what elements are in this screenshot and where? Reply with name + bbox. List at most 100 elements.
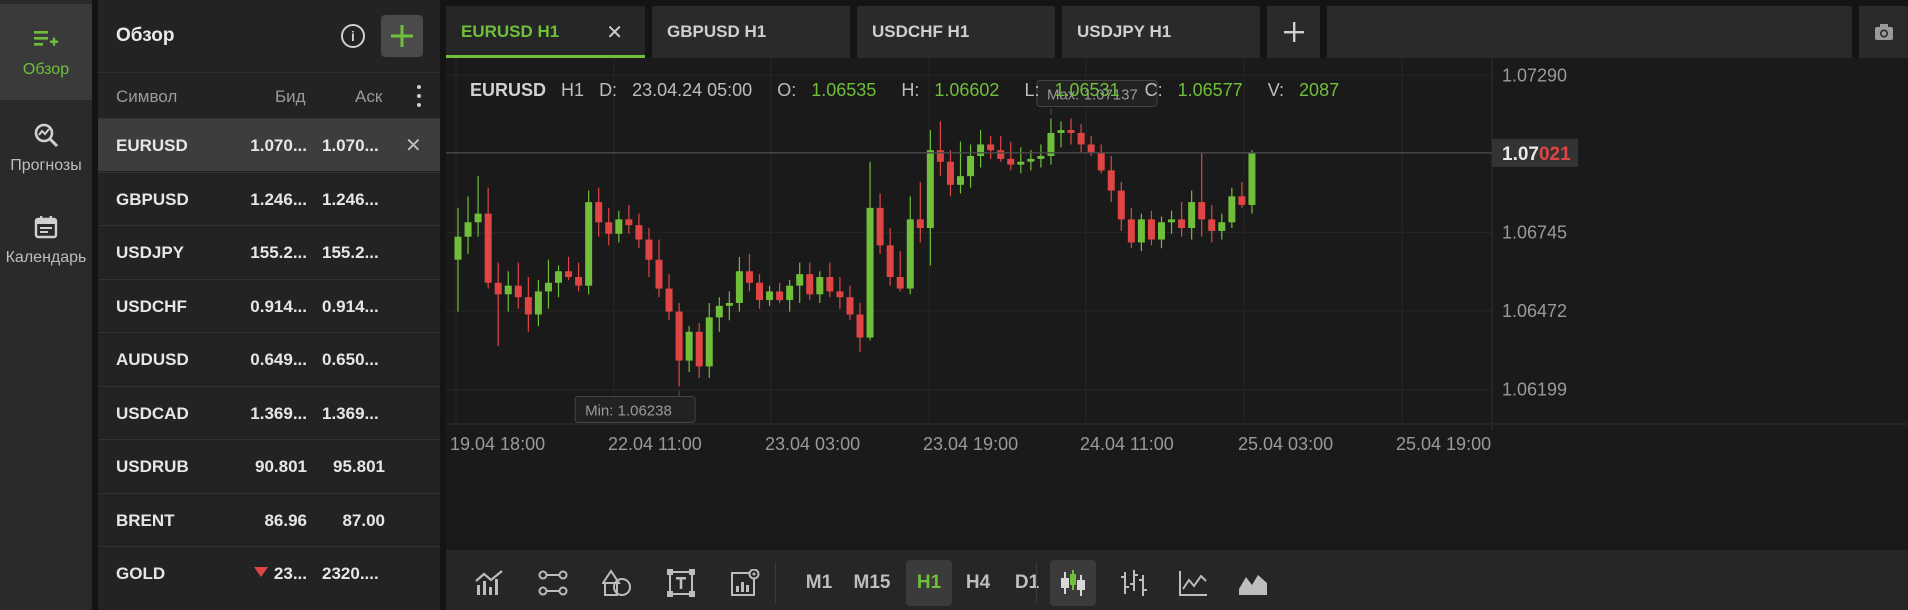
close-tab-icon[interactable]: ✕ bbox=[606, 22, 623, 44]
row-bid: 86.96 bbox=[264, 511, 307, 531]
candle-body bbox=[625, 219, 633, 226]
row-symbol: USDJPY bbox=[116, 243, 185, 262]
candle-body bbox=[595, 202, 603, 223]
candle-body bbox=[715, 305, 723, 318]
row-ask: 1.070... bbox=[322, 136, 379, 155]
shapes-tool-button[interactable] bbox=[594, 560, 640, 606]
timeframe-d1-button[interactable]: D1 bbox=[1014, 572, 1040, 593]
row-bid: 90.801 bbox=[255, 457, 307, 477]
candle-body bbox=[886, 245, 894, 278]
add-symbol-button[interactable] bbox=[381, 15, 423, 57]
row-bid-value: 23... bbox=[273, 564, 307, 583]
bars-chart-type-button[interactable] bbox=[1110, 560, 1156, 606]
row-bid: 1.246... bbox=[250, 190, 307, 210]
row-bid: 23... bbox=[253, 564, 307, 584]
new-tab-button[interactable] bbox=[1267, 6, 1320, 58]
trendline-tool-button[interactable] bbox=[530, 560, 576, 606]
candle-body bbox=[936, 150, 944, 162]
watchlist-row-usdchf[interactable]: USDCHF 0.914... 0.914... bbox=[98, 278, 440, 332]
nav-item-calendar[interactable]: Календарь bbox=[0, 192, 92, 288]
candle-body bbox=[575, 277, 583, 286]
ohlc-bars-icon bbox=[1121, 570, 1147, 596]
candle-body bbox=[1107, 170, 1115, 191]
chart-settings-button[interactable] bbox=[722, 560, 768, 606]
remove-symbol-icon[interactable]: ✕ bbox=[405, 135, 422, 157]
candle-body bbox=[756, 282, 763, 301]
shapes-icon bbox=[602, 569, 631, 596]
indicators-icon bbox=[475, 570, 503, 595]
row-bid-value: 0.914... bbox=[250, 296, 307, 316]
x-tick-label: 23.04 19:00 bbox=[923, 434, 1018, 454]
candle-body bbox=[655, 259, 663, 289]
nav-item-overview[interactable]: Обзор bbox=[0, 4, 92, 100]
nav-label-overview: Обзор bbox=[22, 61, 70, 78]
candlestick-chart[interactable]: 1.07021 1.07290 1.06745 1.06472 1.06199 19.04… bbox=[446, 58, 1908, 550]
watchlist-row-gbpusd[interactable]: GBPUSD 1.246... 1.246... bbox=[98, 171, 440, 225]
candle-body bbox=[1127, 219, 1135, 243]
tab-usdjpy-h1[interactable]: USDJPY H1 bbox=[1062, 6, 1260, 58]
tab-eurusd-h1[interactable]: EURUSD H1 ✕ bbox=[446, 6, 645, 58]
info-icon[interactable]: i bbox=[341, 24, 365, 48]
y-tick-label: 1.07290 bbox=[1502, 65, 1567, 85]
min-label-box bbox=[574, 396, 696, 424]
x-tick-label: 19.04 18:00 bbox=[450, 434, 545, 454]
row-symbol: BRENT bbox=[116, 510, 175, 530]
chart-settings-icon bbox=[731, 569, 760, 596]
text-tool-button[interactable] bbox=[658, 560, 704, 606]
candle-body bbox=[916, 219, 924, 229]
tab-gbpusd-h1[interactable]: GBPUSD H1 bbox=[652, 6, 850, 58]
watchlist-row-brent[interactable]: BRENT 86.96 87.00 bbox=[98, 492, 440, 546]
watchlist-row-eurusd[interactable]: EURUSD 1.070... 1.070... ✕ bbox=[98, 118, 440, 171]
timeframe-m15-button[interactable]: M15 bbox=[853, 572, 891, 593]
nav-item-forecasts[interactable]: Прогнозы bbox=[0, 100, 92, 196]
candle-body bbox=[454, 236, 462, 260]
ohlc-low-label: L: bbox=[1024, 80, 1040, 100]
area-chart-type-button[interactable] bbox=[1230, 560, 1276, 606]
column-ask: Аск bbox=[355, 87, 383, 106]
candle-body bbox=[1047, 132, 1055, 156]
calendar-icon bbox=[32, 213, 60, 241]
timeframe-h4-button[interactable]: H4 bbox=[965, 572, 991, 593]
timeframe-m1-button[interactable]: M1 bbox=[805, 572, 833, 593]
toolbar-divider bbox=[775, 562, 776, 604]
column-symbol: Символ bbox=[116, 87, 178, 106]
nav-label-forecasts: Прогнозы bbox=[10, 157, 82, 174]
text-box-icon bbox=[667, 569, 695, 597]
tab-usdchf-h1[interactable]: USDCHF H1 bbox=[857, 6, 1055, 58]
candle-body bbox=[1248, 153, 1256, 205]
current-price-badge bbox=[1492, 138, 1578, 167]
candles-chart-type-button[interactable] bbox=[1050, 560, 1096, 606]
price-chart[interactable]: 1.07021 1.07290 1.06745 1.06472 1.06199 19.04… bbox=[446, 58, 1908, 550]
current-price-label: 1.07021 bbox=[1502, 144, 1571, 165]
forecast-search-icon bbox=[32, 121, 60, 149]
timeframe-h1-button[interactable]: H1 bbox=[906, 560, 952, 606]
left-nav: Обзор Прогнозы Календарь bbox=[0, 0, 92, 610]
column-menu-icon[interactable] bbox=[416, 85, 422, 107]
x-tick-label: 23.04 03:00 bbox=[765, 434, 860, 454]
candle-body bbox=[705, 317, 713, 367]
row-bid-value: 1.369... bbox=[250, 403, 307, 423]
watchlist-row-gold[interactable]: GOLD 23... 2320.... bbox=[98, 546, 440, 599]
screenshot-button[interactable] bbox=[1859, 6, 1908, 58]
watchlist-row-usdcad[interactable]: USDCAD 1.369... 1.369... bbox=[98, 385, 440, 439]
indicators-button[interactable] bbox=[466, 560, 512, 606]
max-label-box bbox=[1036, 80, 1158, 108]
row-ask: 1.246... bbox=[322, 189, 379, 209]
max-label: Max: 1.07137 bbox=[1047, 87, 1138, 104]
candle-body bbox=[876, 207, 884, 246]
line-chart-type-button[interactable] bbox=[1170, 560, 1216, 606]
candle-body bbox=[1057, 130, 1065, 133]
camera-icon bbox=[1875, 24, 1893, 40]
candle-body bbox=[846, 297, 854, 315]
candle-body bbox=[685, 331, 693, 361]
chart-tabs: EURUSD H1 ✕ GBPUSD H1 USDCHF H1 USDJPY H… bbox=[446, 0, 1908, 58]
watchlist-row-usdrub[interactable]: USDRUB 90.801 95.801 bbox=[98, 439, 440, 492]
ohlc-volume: 2087 bbox=[1299, 80, 1340, 100]
candle-body bbox=[1188, 202, 1196, 229]
watchlist-row-usdjpy[interactable]: USDJPY 155.2... 155.2... bbox=[98, 225, 440, 278]
watchlist-row-audusd[interactable]: AUDUSD 0.649... 0.650... bbox=[98, 332, 440, 385]
candle-body bbox=[615, 219, 623, 234]
min-label: Min: 1.06238 bbox=[585, 403, 672, 420]
